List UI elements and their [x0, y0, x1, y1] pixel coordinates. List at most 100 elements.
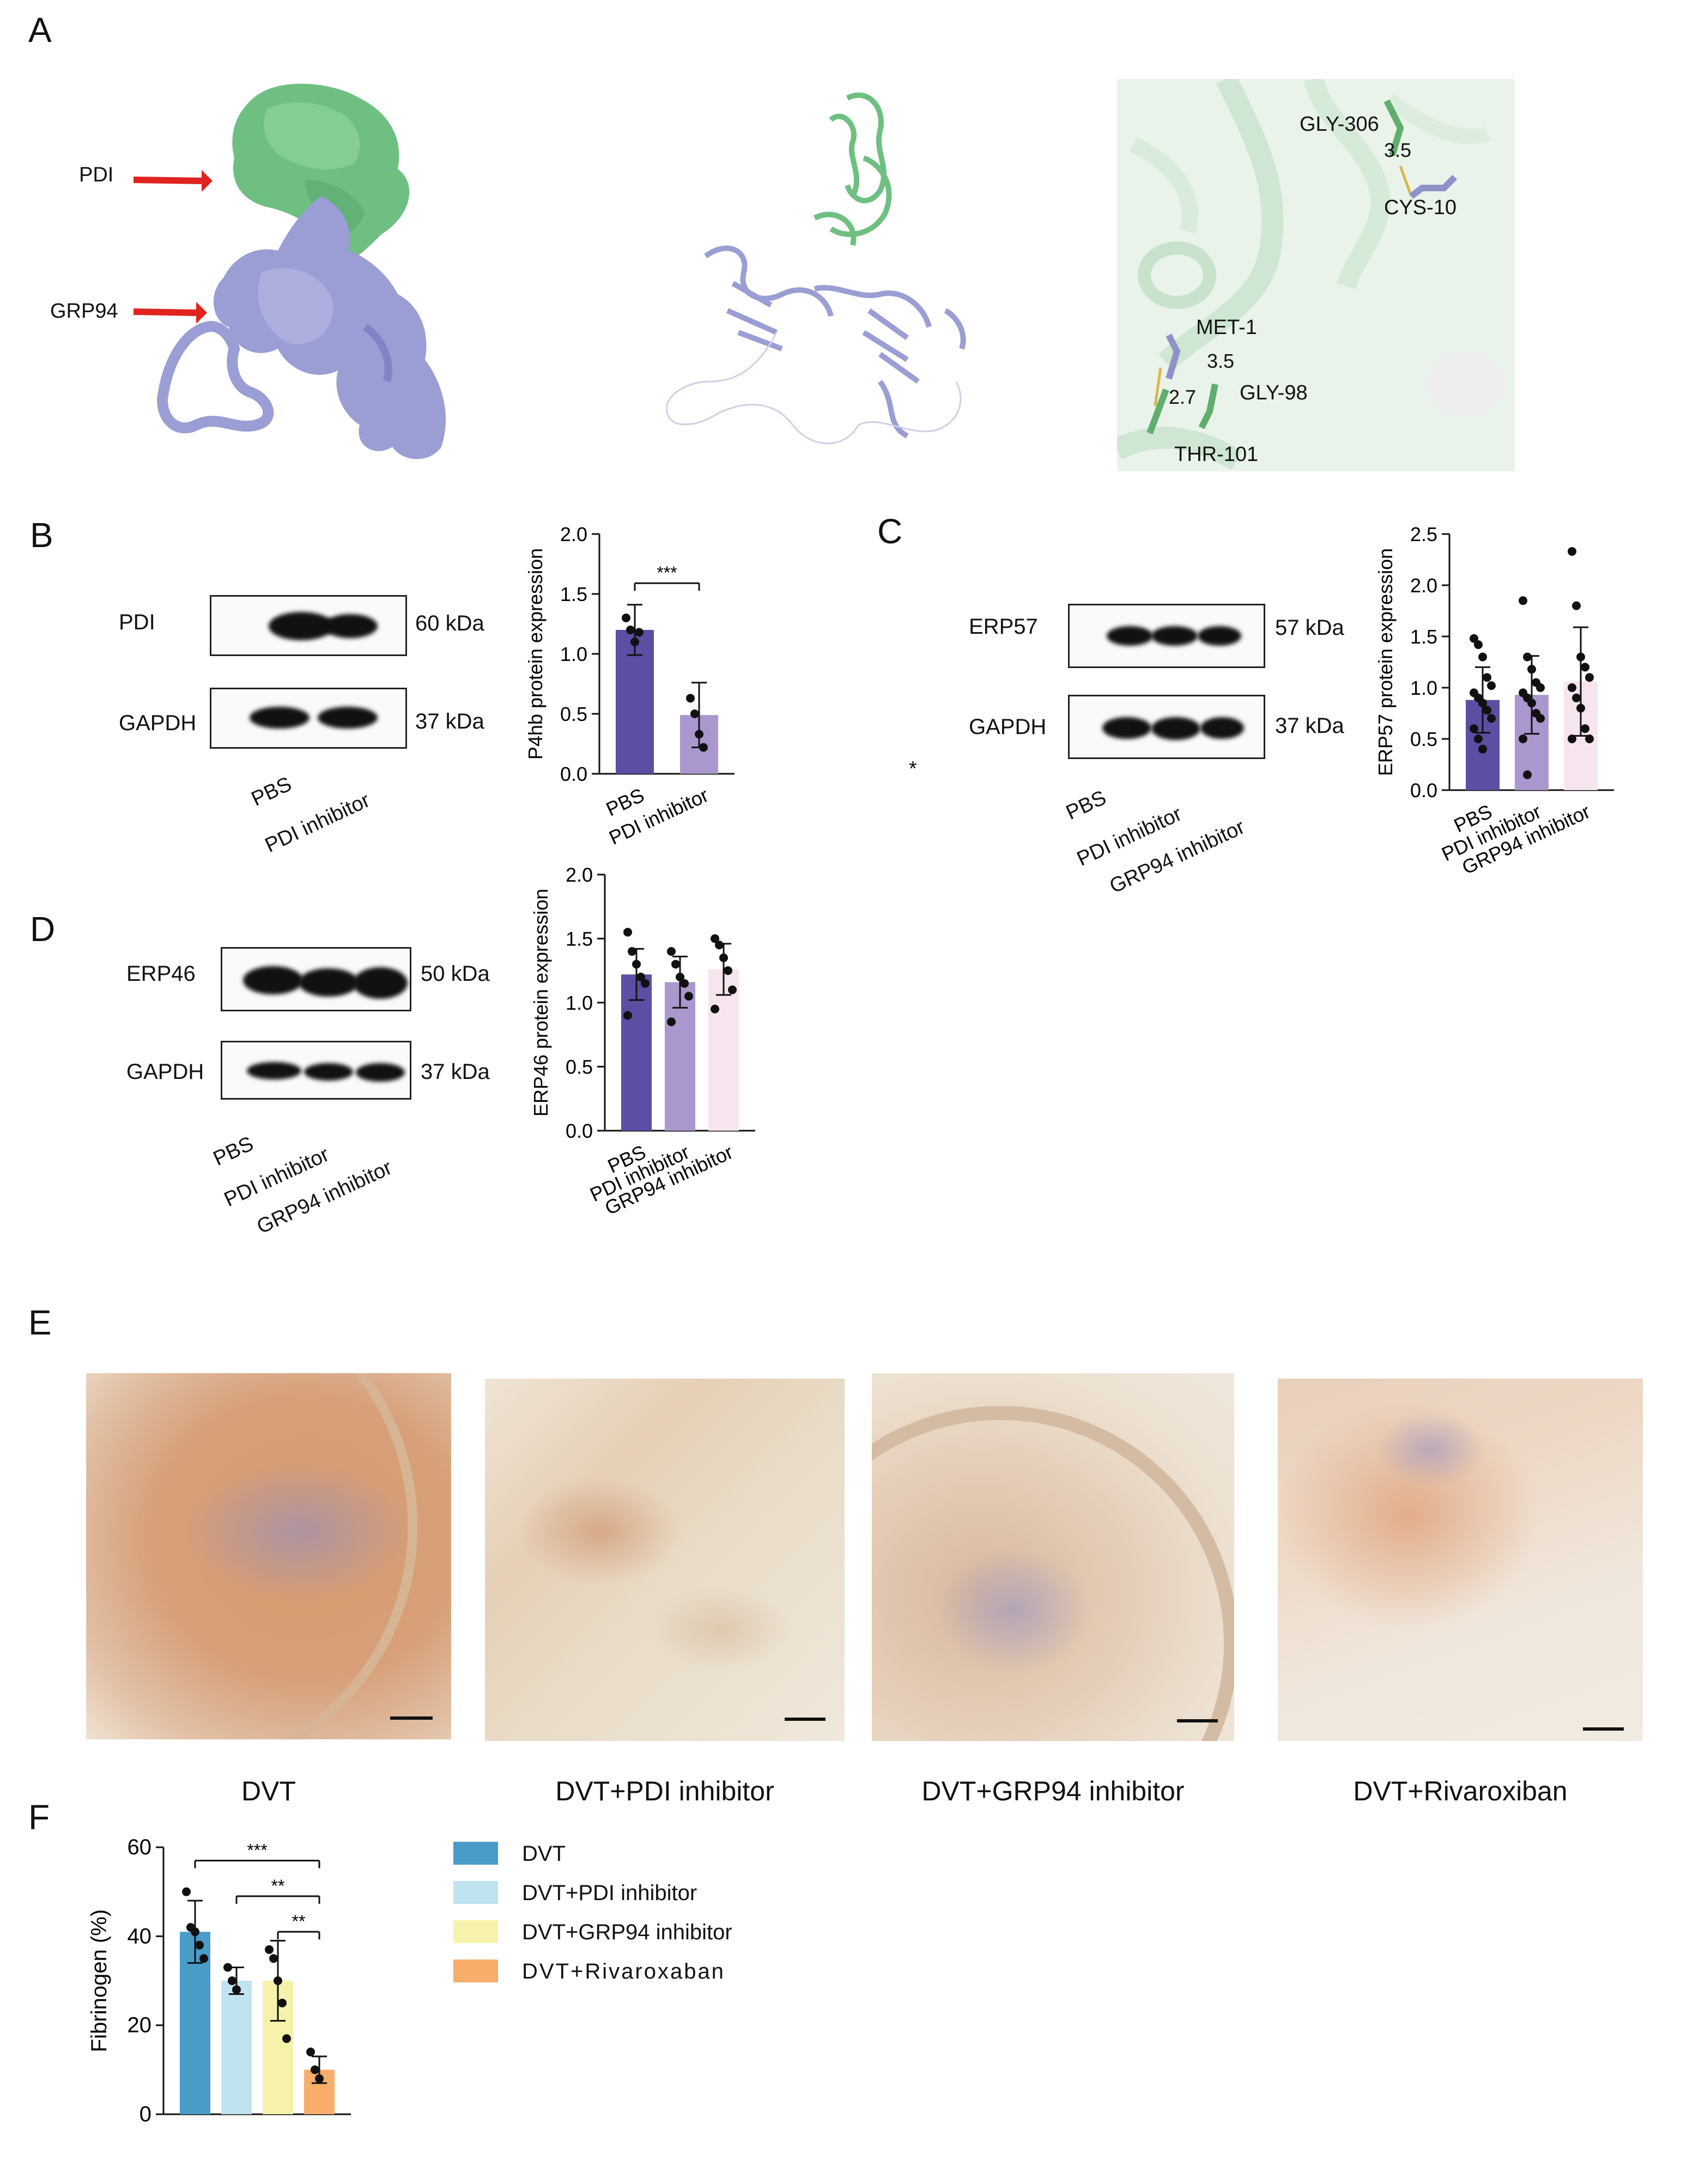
band [299, 968, 359, 997]
micrograph-dvt-pdi [485, 1379, 845, 1741]
y-tick-label: 1.5 [566, 928, 593, 950]
data-point [711, 934, 719, 943]
data-point [1523, 652, 1532, 662]
band [356, 1063, 405, 1082]
significance-label: ** [292, 1912, 306, 1931]
data-point [278, 1998, 287, 2007]
legend-swatch-dvt [453, 1842, 498, 1865]
data-point [311, 2065, 319, 2074]
data-point [1478, 744, 1487, 754]
data-point [1568, 735, 1576, 743]
blot-b-label-pdi: PDI [119, 610, 155, 634]
y-tick-label: 1.0 [560, 643, 587, 665]
data-point [684, 992, 693, 1001]
residue-gly306: GLY-306 [1300, 113, 1379, 136]
data-point [1470, 724, 1478, 733]
pdi-label: PDI [79, 163, 114, 186]
kda-c-gapdh: 37 kDa [1275, 714, 1344, 738]
band [247, 1062, 301, 1079]
blot-c-label-erp57: ERP57 [969, 615, 1038, 639]
scale-bar [785, 1718, 826, 1721]
y-tick-label: 1.0 [1410, 677, 1437, 699]
caption-dvt-rivaroxaban: DVT+Rivaroxiban [1353, 1776, 1568, 1806]
band [243, 966, 303, 994]
data-point [641, 979, 650, 988]
residue-met1: MET-1 [1196, 316, 1257, 339]
data-point [195, 1940, 204, 1950]
data-point [1474, 640, 1483, 650]
grp94-ribbon [704, 245, 966, 439]
data-point [626, 626, 635, 634]
data-point [199, 1954, 208, 1963]
micrograph-dvt [86, 1373, 451, 1739]
lane-b-pbs: PBS [248, 772, 295, 811]
data-point [1585, 673, 1594, 682]
data-point [690, 709, 699, 718]
y-tick-label: 2.5 [1410, 523, 1437, 545]
data-point [191, 1927, 199, 1937]
y-tick-label: 2.0 [566, 864, 593, 886]
data-point [269, 1954, 278, 1963]
data-point [1581, 663, 1589, 672]
data-point [667, 947, 676, 956]
legend-label-dvt-pdi: DVT+PDI inhibitor [522, 1881, 697, 1905]
grp94-surface [157, 196, 446, 459]
panel-label-b: B [30, 515, 53, 555]
data-point [630, 638, 639, 646]
arrow-icon-pdi [133, 170, 213, 192]
y-axis-label: ERP57 protein expression [1374, 548, 1397, 776]
kda-b-pdi: 60 kDa [415, 611, 484, 635]
panel-label-f: F [28, 1798, 50, 1837]
data-point [1568, 547, 1576, 556]
data-point [232, 1985, 241, 1994]
y-tick-label: 60 [128, 1836, 152, 1859]
data-point [274, 1976, 282, 1985]
data-point [1474, 735, 1483, 743]
data-point [699, 743, 708, 752]
data-point [1470, 634, 1478, 643]
scale-bar [1177, 1719, 1218, 1722]
significance-label: *** [247, 1841, 267, 1860]
band [1198, 626, 1241, 646]
data-point [622, 614, 630, 622]
y-tick-label: 0.0 [560, 763, 587, 785]
caption-dvt: DVT [241, 1776, 296, 1806]
panel-label-d: D [30, 909, 56, 949]
distance-3: 2.7 [1169, 386, 1197, 408]
data-point [1585, 735, 1594, 743]
interaction-closeup: GLY-306 CYS-10 MET-1 GLY-98 THR-101 3.5 … [1117, 79, 1515, 471]
y-tick-label: 2.0 [1410, 574, 1437, 597]
data-point [1568, 683, 1576, 692]
data-point [1519, 735, 1527, 743]
kda-d-erp46: 50 kDa [421, 962, 490, 986]
y-tick-label: 40 [128, 1924, 152, 1948]
ribbon-model [666, 92, 966, 445]
y-tick-label: 2.0 [560, 523, 587, 545]
y-tick-label: 0.5 [560, 703, 587, 725]
micrograph-dvt-rivaroxaban [1278, 1379, 1643, 1741]
data-point [1523, 770, 1532, 779]
data-point [628, 947, 636, 956]
data-point [1581, 724, 1589, 733]
blot-c-label-gapdh: GAPDH [969, 715, 1047, 739]
band [1102, 717, 1151, 739]
panel-label-c: C [877, 512, 903, 551]
data-point [1483, 673, 1491, 682]
blot-b-label-gapdh: GAPDH [119, 711, 197, 735]
blot-d-label-gapdh: GAPDH [126, 1060, 204, 1084]
y-tick-label: 0.0 [566, 1120, 593, 1142]
scale-bar [1583, 1727, 1624, 1731]
kda-d-gapdh: 37 kDa [421, 1060, 490, 1084]
band [353, 967, 408, 999]
caption-dvt-pdi: DVT+PDI inhibitor [555, 1776, 774, 1806]
data-point [686, 694, 695, 703]
y-tick-label: 20 [128, 2013, 152, 2037]
scale-bar [390, 1716, 433, 1720]
band [304, 1063, 353, 1081]
data-point [1572, 693, 1581, 702]
data-point [680, 979, 689, 988]
y-axis-label: Fibrinogen (%) [87, 1909, 111, 2052]
data-point [1527, 665, 1536, 674]
data-point [223, 1963, 232, 1972]
